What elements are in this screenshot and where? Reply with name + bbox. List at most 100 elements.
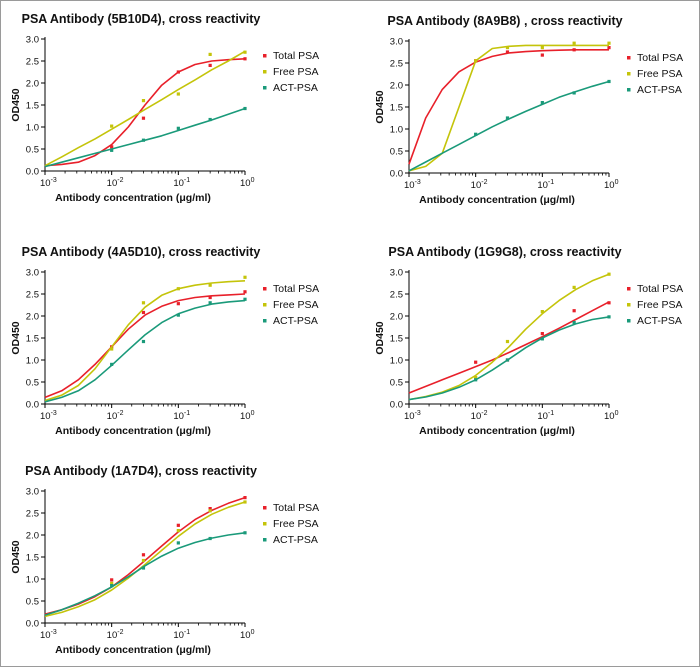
x-tick-label: 100 bbox=[240, 177, 255, 189]
data-point-free-psa bbox=[572, 41, 576, 45]
chart-svg: PSA Antibody (1G9G8), cross reactivity 0.… bbox=[374, 245, 683, 437]
y-tick-label: 0.5 bbox=[390, 378, 403, 389]
legend-marker-free-psa bbox=[263, 303, 267, 307]
x-tick-exponent: -2 bbox=[117, 410, 123, 417]
y-axis-label: OD450 bbox=[374, 90, 386, 123]
x-tick-label: 10-1 bbox=[537, 410, 554, 422]
y-tick-label: 2.0 bbox=[390, 81, 403, 92]
x-tick-exponent: 0 bbox=[615, 410, 619, 417]
y-tick-label: 1.0 bbox=[26, 575, 39, 586]
x-tick-label: 10-2 bbox=[107, 410, 124, 422]
series-line-total-psa bbox=[408, 301, 610, 394]
legend-marker-total-psa bbox=[627, 287, 631, 291]
x-tick-label: 10-1 bbox=[173, 629, 190, 641]
x-axis-label: Antibody concentration (μg/ml) bbox=[55, 425, 211, 437]
y-tick-label: 3.0 bbox=[390, 37, 403, 48]
y-tick-label: 0.5 bbox=[390, 147, 403, 158]
data-point-act-psa bbox=[572, 321, 576, 325]
x-tick-exponent: -3 bbox=[51, 177, 57, 184]
data-point-act-psa bbox=[208, 117, 212, 122]
legend-marker-act-psa bbox=[627, 88, 631, 92]
data-point-total-psa bbox=[505, 50, 510, 54]
data-point-free-psa bbox=[607, 41, 611, 45]
series-line-free-psa bbox=[408, 44, 609, 172]
data-point-free-psa bbox=[141, 558, 146, 563]
chart-title: PSA Antibody (1G9G8), cross reactivity bbox=[388, 245, 621, 259]
x-tick-exponent: -3 bbox=[51, 629, 57, 636]
data-point-total-psa bbox=[110, 578, 114, 582]
legend-label-free-psa: Free PSA bbox=[637, 68, 683, 80]
series-line-total-psa bbox=[44, 58, 246, 167]
data-point-total-psa bbox=[208, 63, 212, 67]
y-tick-label: 0.0 bbox=[390, 400, 403, 411]
data-point-free-psa bbox=[110, 124, 114, 128]
data-point-free-psa bbox=[243, 275, 247, 279]
series-line-total-psa bbox=[408, 49, 609, 165]
data-point-total-psa bbox=[607, 46, 611, 50]
legend-marker-act-psa bbox=[627, 319, 631, 323]
data-point-total-psa bbox=[110, 145, 114, 149]
chart-svg: PSA Antibody (1A7D4), cross reactivity 0.… bbox=[10, 464, 319, 656]
data-point-act-psa bbox=[474, 132, 478, 136]
data-point-act-psa bbox=[110, 362, 114, 366]
x-tick-base: 10 bbox=[604, 180, 615, 191]
x-tick-exponent: 0 bbox=[615, 179, 619, 186]
chart-panel-8a9b8: PSA Antibody (8A9B8) , cross reactivity 0… bbox=[371, 13, 699, 213]
data-point-act-psa bbox=[607, 79, 611, 84]
y-tick-label: 2.5 bbox=[26, 57, 39, 68]
data-point-act-psa bbox=[572, 91, 576, 95]
x-tick-label: 10-3 bbox=[40, 177, 57, 189]
series-line-free-psa bbox=[408, 273, 610, 401]
data-point-act-psa bbox=[243, 106, 247, 111]
x-tick-label: 10-2 bbox=[107, 629, 124, 641]
data-point-free-psa bbox=[540, 310, 544, 314]
data-point-free-psa bbox=[176, 529, 180, 533]
y-tick-label: 1.0 bbox=[26, 123, 39, 134]
legend-marker-total-psa bbox=[263, 287, 267, 291]
data-point-act-psa bbox=[176, 541, 180, 545]
chart-panel-1a7d4: PSA Antibody (1A7D4), cross reactivity 0.… bbox=[7, 463, 347, 663]
data-point-total-psa bbox=[572, 48, 576, 52]
y-axis-label: OD450 bbox=[10, 321, 22, 354]
x-tick-label: 100 bbox=[240, 410, 255, 422]
legend-label-free-psa: Free PSA bbox=[637, 299, 683, 311]
x-tick-label: 100 bbox=[240, 629, 255, 641]
y-tick-label: 0.0 bbox=[26, 167, 39, 178]
data-point-act-psa bbox=[141, 138, 146, 142]
legend-marker-free-psa bbox=[263, 70, 267, 74]
y-tick-label: 0.0 bbox=[390, 169, 403, 180]
legend-label-free-psa: Free PSA bbox=[273, 66, 319, 78]
x-tick-label: 10-2 bbox=[107, 177, 124, 189]
chart-title: PSA Antibody (8A9B8) , cross reactivity bbox=[387, 14, 622, 28]
x-tick-exponent: 0 bbox=[251, 410, 255, 417]
data-point-free-psa bbox=[572, 285, 576, 289]
legend-label-total-psa: Total PSA bbox=[637, 283, 683, 295]
x-tick-label: 10-3 bbox=[404, 179, 421, 191]
series-line-free-psa bbox=[44, 501, 246, 618]
legend-marker-act-psa bbox=[263, 319, 267, 323]
x-tick-label: 10-3 bbox=[404, 410, 421, 422]
legend-label-total-psa: Total PSA bbox=[637, 52, 683, 64]
x-tick-label: 10-1 bbox=[173, 177, 190, 189]
x-tick-exponent: -3 bbox=[415, 410, 421, 417]
y-tick-label: 2.0 bbox=[26, 312, 39, 323]
chart-panel-5b10d4: PSA Antibody (5B10D4), cross reactivity 0… bbox=[7, 11, 347, 211]
data-point-free-psa bbox=[208, 509, 212, 513]
x-tick-label: 10-1 bbox=[173, 410, 190, 422]
legend-marker-free-psa bbox=[263, 522, 267, 526]
x-tick-exponent: -2 bbox=[117, 177, 123, 184]
x-tick-base: 10 bbox=[40, 630, 51, 641]
legend-label-act-psa: ACT-PSA bbox=[273, 534, 318, 546]
data-point-total-psa bbox=[243, 496, 247, 500]
legend-label-act-psa: ACT-PSA bbox=[273, 315, 318, 327]
data-point-free-psa bbox=[505, 46, 510, 50]
x-tick-exponent: -1 bbox=[184, 410, 190, 417]
data-point-free-psa bbox=[474, 59, 478, 63]
y-tick-label: 1.5 bbox=[390, 334, 403, 345]
axis-lines bbox=[44, 270, 245, 405]
data-point-free-psa bbox=[607, 272, 611, 276]
data-point-total-psa bbox=[243, 290, 247, 294]
data-point-total-psa bbox=[176, 302, 180, 306]
y-tick-label: 0.5 bbox=[26, 378, 39, 389]
series-line-act-psa bbox=[408, 316, 610, 401]
